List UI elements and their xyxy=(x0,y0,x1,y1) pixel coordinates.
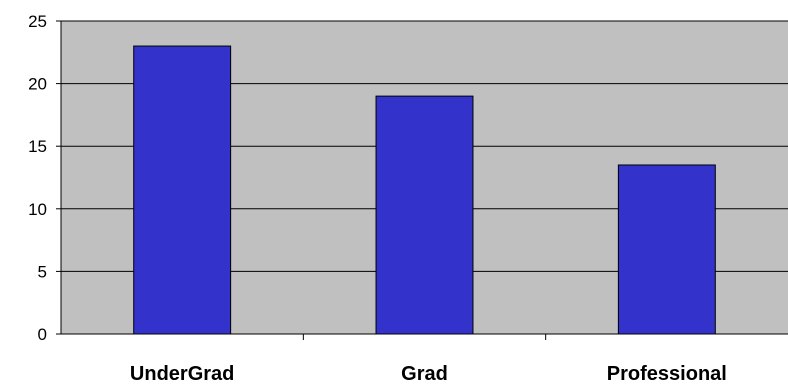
x-tick-label: Professional xyxy=(607,363,727,385)
bar-grad xyxy=(375,95,474,335)
x-tick-label: UnderGrad xyxy=(130,363,234,385)
bars xyxy=(133,45,716,335)
y-tick-label: 25 xyxy=(28,12,47,31)
x-axis: UnderGrad Grad Professional xyxy=(130,334,727,385)
y-tick-label: 15 xyxy=(28,137,47,156)
y-tick-label: 5 xyxy=(38,262,47,281)
y-tick-label: 10 xyxy=(28,200,47,219)
y-axis: 0 5 10 15 20 25 xyxy=(28,12,61,344)
x-tick-label: Grad xyxy=(401,363,448,385)
bar-professional xyxy=(617,164,716,335)
bar-undergrad xyxy=(133,45,232,335)
y-tick-label: 20 xyxy=(28,75,47,94)
y-tick-label: 0 xyxy=(38,325,47,344)
